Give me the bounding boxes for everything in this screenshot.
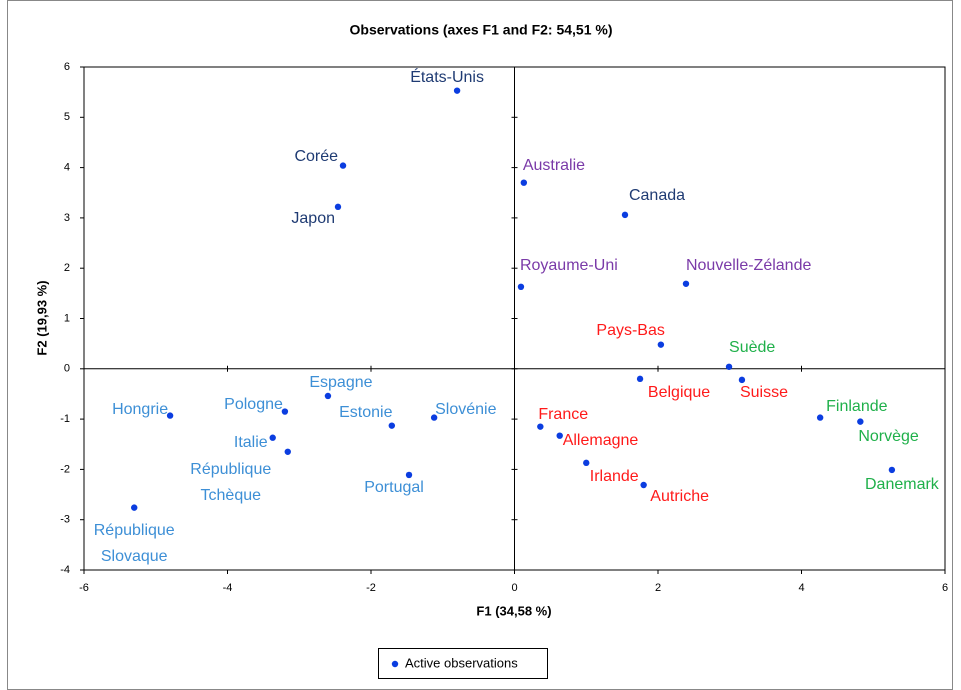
x-tick-label: 4: [798, 582, 804, 594]
x-tick-label: 6: [942, 582, 948, 594]
point-label: Allemagne: [563, 432, 639, 449]
point-label: Australie: [523, 157, 585, 174]
point: [640, 481, 647, 489]
point: [738, 376, 746, 384]
point: [517, 283, 525, 291]
point-label: Tchèque: [201, 487, 262, 504]
point-label: Danemark: [865, 476, 940, 493]
y-tick-label: -4: [60, 564, 70, 576]
x-tick-label: 2: [655, 582, 661, 594]
point: [657, 341, 665, 348]
point: [636, 375, 644, 383]
point-label: Italie: [234, 434, 268, 451]
y-tick-label: 4: [64, 162, 70, 174]
point: [334, 203, 342, 211]
x-tick-label: 0: [511, 582, 517, 594]
point: [725, 363, 733, 370]
point-label: Irlande: [590, 468, 639, 485]
point-label: Suède: [729, 339, 775, 356]
point: [682, 280, 690, 287]
point-label: Hongrie: [112, 401, 168, 418]
x-axis-label: F1 (34,58 %): [476, 603, 551, 618]
point-label: Slovaque: [101, 548, 168, 565]
point-label: Portugal: [364, 479, 424, 496]
y-tick-label: 6: [64, 61, 70, 73]
chart-title: Observations (axes F1 and F2: 54,51 %): [350, 22, 613, 38]
y-tick-label: -3: [60, 514, 70, 526]
y-tick-label: 5: [64, 111, 70, 123]
point-label: République: [94, 522, 175, 539]
legend-box: [378, 648, 548, 679]
point-label: Canada: [629, 187, 685, 204]
point: [166, 412, 174, 419]
point-label: Suisse: [740, 384, 788, 401]
point-label: Pays-Bas: [596, 322, 664, 339]
x-tick-label: -2: [366, 582, 376, 594]
point-label: Finlande: [826, 398, 887, 415]
point-label: France: [538, 406, 588, 423]
point-label: États-Unis: [410, 67, 484, 86]
chart-border: [7, 0, 953, 690]
point-label: Belgique: [648, 384, 710, 401]
y-tick-label: 1: [64, 312, 70, 324]
point: [388, 422, 396, 429]
point: [284, 448, 291, 455]
x-tick-label: -4: [223, 582, 233, 594]
point-label: Nouvelle-Zélande: [686, 257, 812, 274]
point: [520, 179, 528, 186]
legend: Active observations: [378, 648, 548, 679]
point: [339, 162, 347, 169]
point-label: Pologne: [224, 396, 283, 413]
point-label: Estonie: [339, 404, 392, 421]
point: [405, 471, 413, 479]
y-tick-label: 2: [64, 262, 70, 274]
point-label: Royaume-Uni: [520, 257, 618, 274]
point: [857, 418, 864, 425]
point-label: Corée: [294, 148, 338, 165]
y-tick-label: 3: [64, 212, 70, 224]
legend-marker: [391, 660, 399, 668]
point-label: Japon: [291, 210, 335, 227]
point: [281, 408, 289, 415]
point-label: Espagne: [309, 374, 372, 391]
y-tick-label: -1: [60, 413, 70, 425]
point: [324, 392, 332, 400]
point: [583, 459, 590, 467]
point: [621, 211, 629, 219]
point: [430, 414, 438, 421]
legend-label: Active observations: [405, 655, 518, 670]
point: [453, 87, 461, 94]
point-label: République: [190, 461, 271, 478]
point: [816, 414, 824, 421]
y-tick-label: -2: [60, 463, 70, 475]
point: [888, 466, 896, 474]
y-tick-label: 0: [64, 363, 70, 375]
y-axis-label: F2 (19,93 %): [34, 280, 49, 355]
point: [131, 504, 138, 511]
point: [269, 434, 276, 441]
point-label: Norvège: [858, 428, 919, 445]
point: [556, 432, 563, 439]
point-label: Autriche: [650, 488, 709, 505]
x-tick-label: -6: [79, 582, 89, 594]
point-label: Slovénie: [435, 401, 496, 418]
point: [537, 423, 544, 430]
